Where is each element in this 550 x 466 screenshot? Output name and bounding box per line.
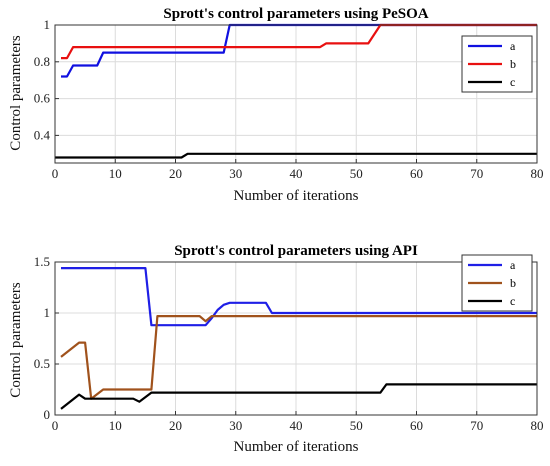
x-tick-label: 80 <box>531 418 544 433</box>
x-tick-label: 20 <box>169 166 182 181</box>
legend: abc <box>461 254 533 312</box>
y-tick-label: 0.6 <box>34 91 51 106</box>
plot-area: 0 10 20 30 40 50 60 70 80 0.4 0.6 0.8 1 <box>34 17 544 181</box>
y-axis-label: Control parameters <box>8 282 24 398</box>
series-line-a <box>61 267 537 327</box>
y-tick-label: 0 <box>44 407 51 422</box>
x-tick-label: 0 <box>52 418 59 433</box>
y-tick-label: 1 <box>44 305 51 320</box>
legend: abc <box>461 35 533 93</box>
legend-label-c: c <box>510 75 515 89</box>
x-tick-label: 10 <box>109 166 122 181</box>
x-tick-label: 30 <box>229 166 242 181</box>
x-tick-label: 20 <box>169 418 182 433</box>
x-tick-label: 60 <box>410 418 423 433</box>
x-axis-label: Number of iterations <box>234 188 359 204</box>
x-axis-label: Number of iterations <box>234 439 359 455</box>
series-line-c <box>60 383 537 410</box>
legend-label-a: a <box>510 39 516 53</box>
x-tick-label: 0 <box>52 166 59 181</box>
y-tick-label: 0.8 <box>34 54 50 69</box>
series-line-c <box>55 152 537 159</box>
x-tick-label: 40 <box>290 166 303 181</box>
x-tick-label: 70 <box>470 166 483 181</box>
legend-label-a: a <box>510 258 516 272</box>
x-tick-label: 30 <box>229 418 242 433</box>
series-line-b <box>61 23 537 60</box>
series-line-a <box>61 23 537 78</box>
chart-title: Sprott's control parameters using API <box>174 243 418 259</box>
chart-api: Sprott's control parameters using API Nu… <box>8 243 544 455</box>
y-tick-label: 1 <box>44 17 51 32</box>
plot-area: 0 10 20 30 40 50 60 70 80 0 0.5 1 1.5 <box>34 254 544 433</box>
y-axis-label: Control parameters <box>8 35 24 151</box>
y-tick-label: 1.5 <box>34 254 50 269</box>
legend-label-b: b <box>510 276 516 290</box>
x-tick-label: 50 <box>350 418 363 433</box>
x-tick-label: 10 <box>109 418 122 433</box>
x-tick-label: 70 <box>470 418 483 433</box>
x-tick-label: 50 <box>350 166 363 181</box>
legend-label-b: b <box>510 57 516 71</box>
y-tick-label: 0.4 <box>34 127 51 142</box>
x-tick-label: 60 <box>410 166 423 181</box>
y-tick-label: 0.5 <box>34 356 50 371</box>
series-line-b <box>60 315 537 400</box>
legend-label-c: c <box>510 294 515 308</box>
x-tick-label: 80 <box>531 166 544 181</box>
chart-pesoa: Sprott's control parameters using PeSOA … <box>8 6 544 204</box>
x-tick-label: 40 <box>290 418 303 433</box>
chart-title: Sprott's control parameters using PeSOA <box>163 6 428 22</box>
